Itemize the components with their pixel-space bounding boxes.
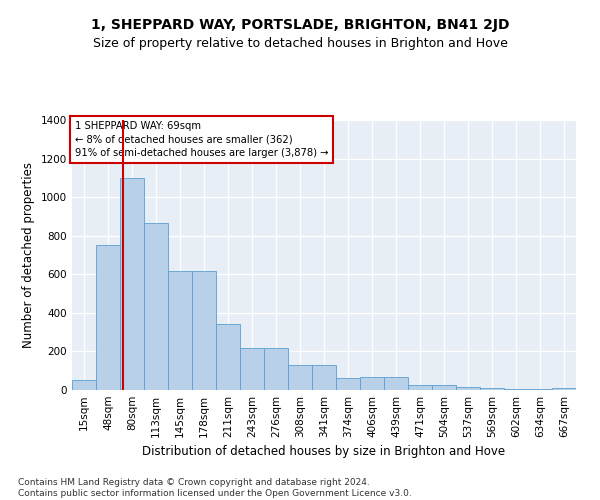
Bar bbox=[528, 389, 552, 390]
Bar bbox=[480, 388, 504, 390]
X-axis label: Distribution of detached houses by size in Brighton and Hove: Distribution of detached houses by size … bbox=[142, 446, 506, 458]
Bar bbox=[432, 385, 456, 390]
Bar bbox=[336, 378, 360, 390]
Y-axis label: Number of detached properties: Number of detached properties bbox=[22, 162, 35, 348]
Bar bbox=[264, 348, 288, 390]
Text: Size of property relative to detached houses in Brighton and Hove: Size of property relative to detached ho… bbox=[92, 38, 508, 51]
Bar bbox=[312, 365, 336, 390]
Bar bbox=[504, 389, 528, 390]
Bar bbox=[240, 348, 264, 390]
Text: 1, SHEPPARD WAY, PORTSLADE, BRIGHTON, BN41 2JD: 1, SHEPPARD WAY, PORTSLADE, BRIGHTON, BN… bbox=[91, 18, 509, 32]
Bar bbox=[456, 387, 480, 390]
Bar bbox=[384, 378, 408, 390]
Bar bbox=[192, 272, 216, 390]
Bar bbox=[288, 365, 312, 390]
Text: Contains HM Land Registry data © Crown copyright and database right 2024.
Contai: Contains HM Land Registry data © Crown c… bbox=[18, 478, 412, 498]
Bar bbox=[360, 378, 384, 390]
Bar bbox=[144, 223, 168, 390]
Text: 1 SHEPPARD WAY: 69sqm
← 8% of detached houses are smaller (362)
91% of semi-deta: 1 SHEPPARD WAY: 69sqm ← 8% of detached h… bbox=[74, 122, 328, 158]
Bar bbox=[72, 380, 96, 390]
Bar bbox=[96, 246, 120, 390]
Bar bbox=[216, 324, 240, 390]
Bar bbox=[168, 272, 192, 390]
Bar bbox=[552, 388, 576, 390]
Bar bbox=[408, 385, 432, 390]
Bar bbox=[120, 178, 144, 390]
